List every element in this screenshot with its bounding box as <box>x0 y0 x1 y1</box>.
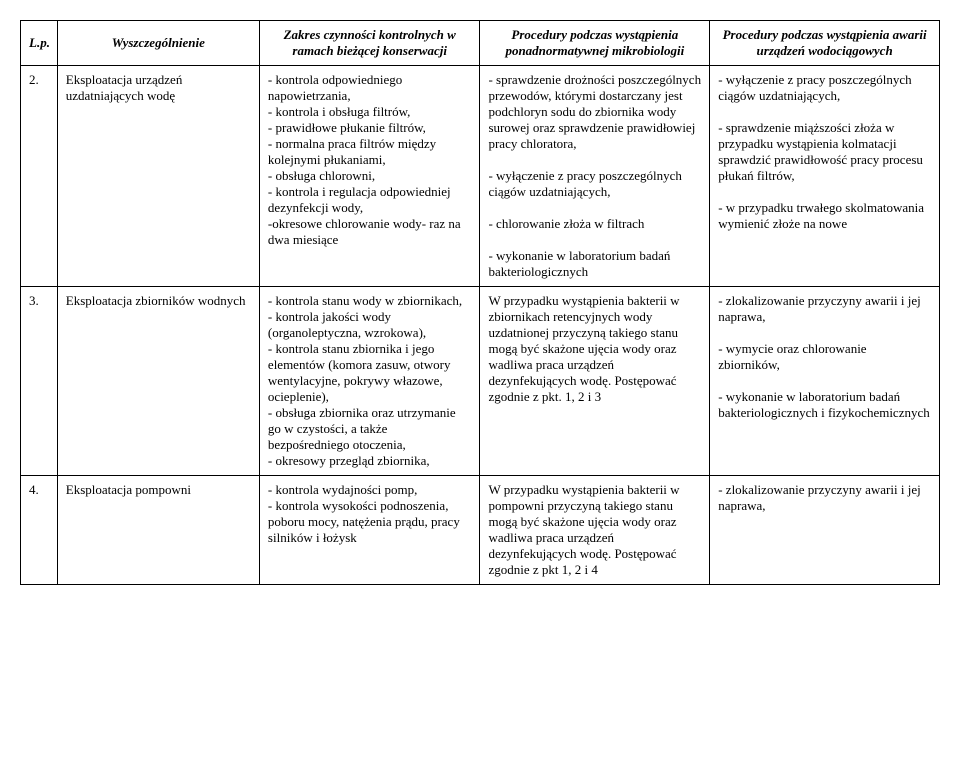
cell-p1: W przypadku wystąpienia bakterii w zbior… <box>480 287 710 476</box>
cell-p2: - zlokalizowanie przyczyny awarii i jej … <box>710 287 940 476</box>
cell-p2: - zlokalizowanie przyczyny awarii i jej … <box>710 476 940 585</box>
cell-wy: Eksploatacja zbiorników wodnych <box>57 287 259 476</box>
cell-zc: - kontrola stanu wody w zbiornikach, - k… <box>259 287 480 476</box>
header-p2: Procedury podczas wystąpienia awarii urz… <box>710 21 940 66</box>
table-body: 2. Eksploatacja urządzeń uzdatniających … <box>21 66 940 585</box>
cell-zc: - kontrola odpowiedniego napowietrzania,… <box>259 66 480 287</box>
cell-wy: Eksploatacja urządzeń uzdatniających wod… <box>57 66 259 287</box>
table-row: 2. Eksploatacja urządzeń uzdatniających … <box>21 66 940 287</box>
cell-wy: Eksploatacja pompowni <box>57 476 259 585</box>
cell-p2: - wyłączenie z pracy poszczególnych ciąg… <box>710 66 940 287</box>
cell-lp: 2. <box>21 66 58 287</box>
cell-p1: W przypadku wystąpienia bakterii w pompo… <box>480 476 710 585</box>
cell-zc: - kontrola wydajności pomp, - kontrola w… <box>259 476 480 585</box>
table-row: 4. Eksploatacja pompowni - kontrola wyda… <box>21 476 940 585</box>
header-zc: Zakres czynności kontrolnych w ramach bi… <box>259 21 480 66</box>
header-p1: Procedury podczas wystąpienia ponadnorma… <box>480 21 710 66</box>
header-lp: L.p. <box>21 21 58 66</box>
table-row: 3. Eksploatacja zbiorników wodnych - kon… <box>21 287 940 476</box>
header-wy: Wyszczególnienie <box>57 21 259 66</box>
cell-p1: - sprawdzenie drożności poszczególnych p… <box>480 66 710 287</box>
procedures-table: L.p. Wyszczególnienie Zakres czynności k… <box>20 20 940 585</box>
cell-lp: 4. <box>21 476 58 585</box>
table-header-row: L.p. Wyszczególnienie Zakres czynności k… <box>21 21 940 66</box>
cell-lp: 3. <box>21 287 58 476</box>
